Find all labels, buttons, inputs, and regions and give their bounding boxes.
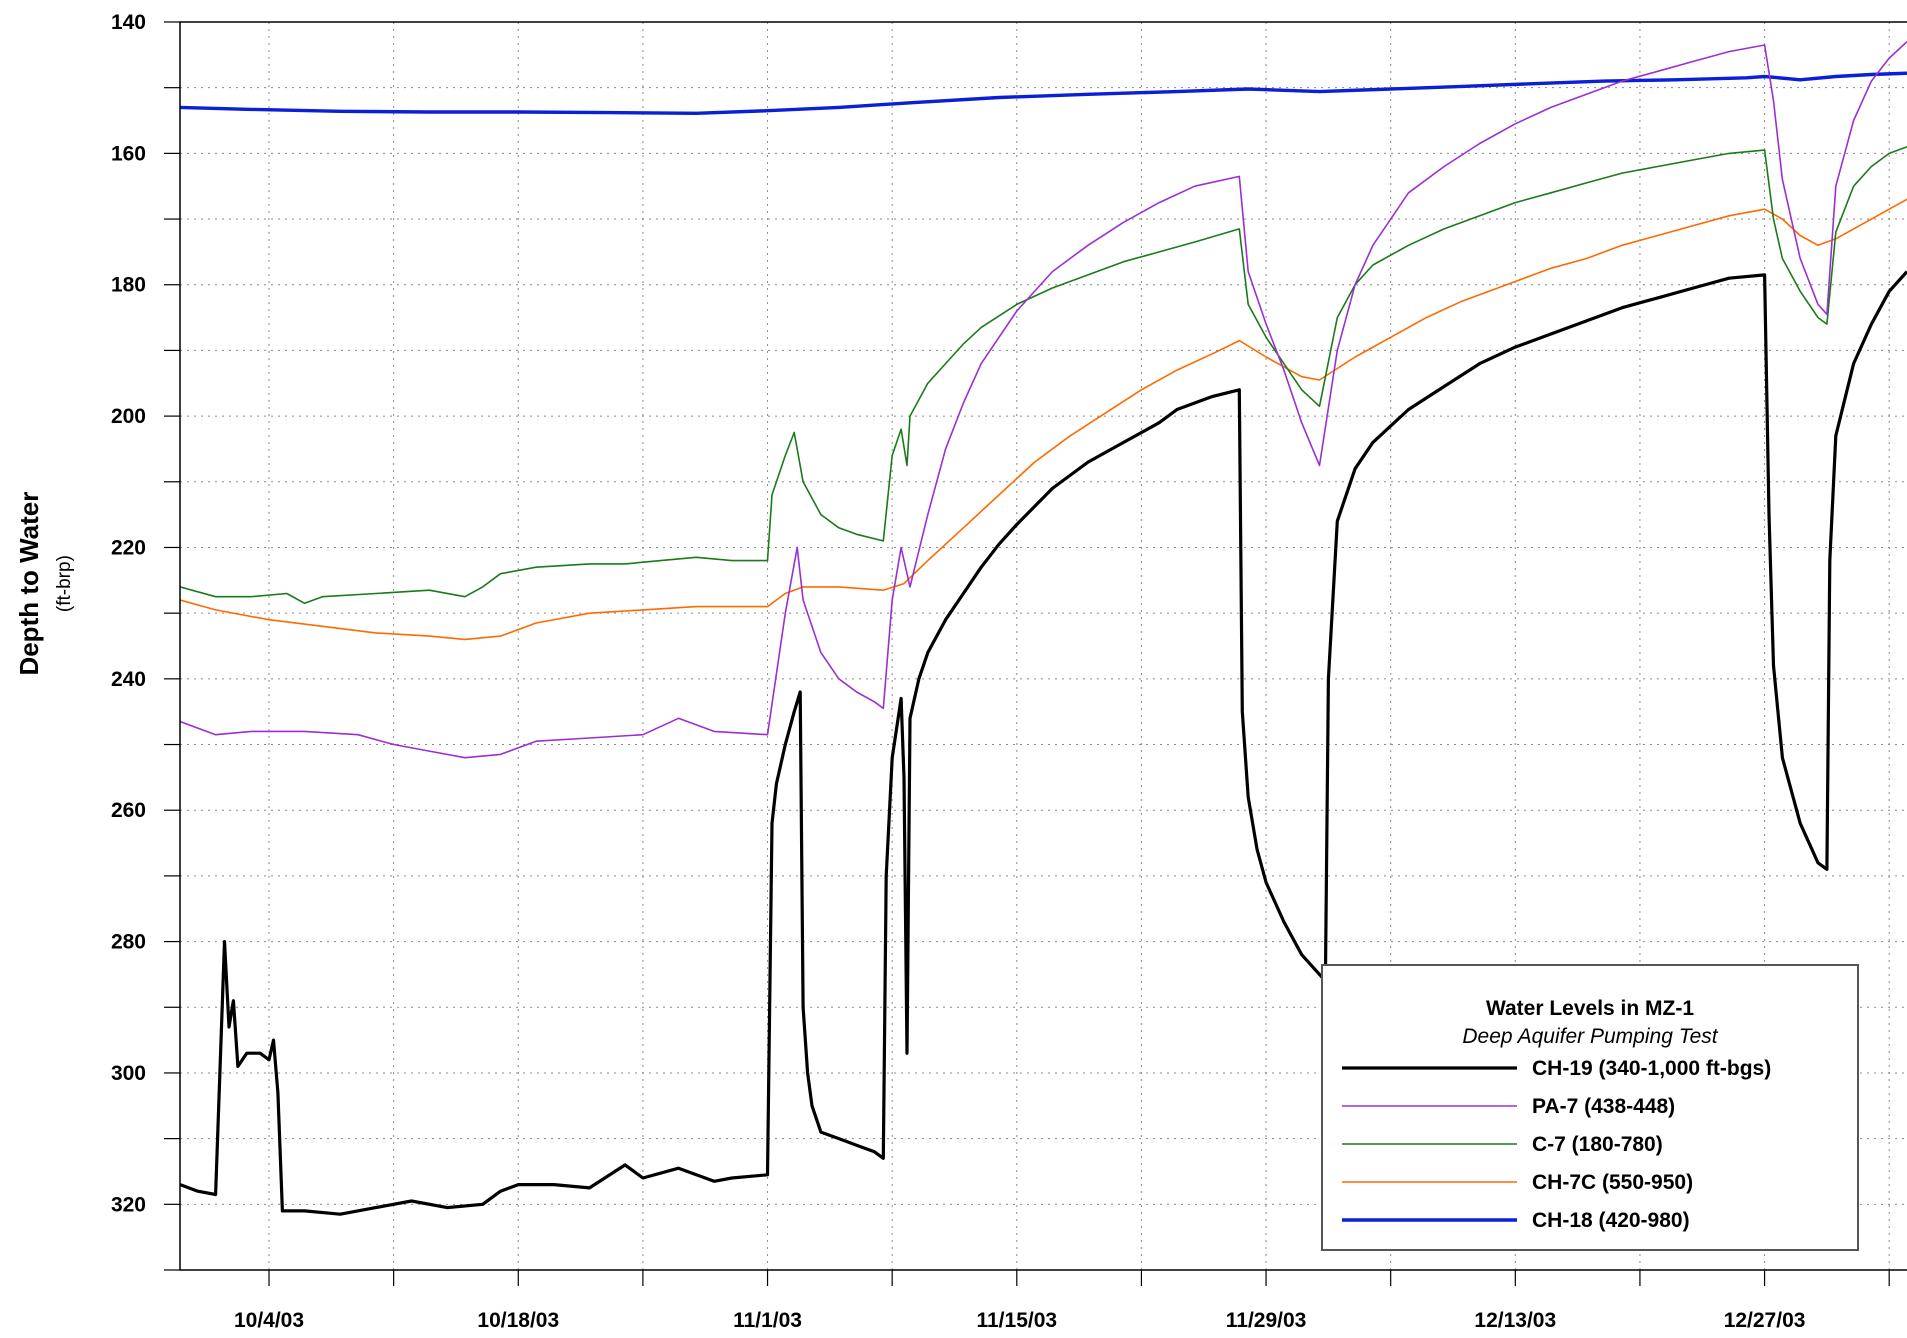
y-tick-label: 140 [111,11,146,34]
series-line-ch-19 [180,270,1907,1216]
plot-frame [179,21,1907,1271]
legend-label: PA-7 (438-448) [1532,1095,1675,1118]
y-tick-label: 280 [111,931,146,954]
y-tick-label: 300 [111,1062,146,1085]
legend-label: CH-7C (550-950) [1532,1171,1693,1194]
x-axis: 10/4/03 10/18/03 11/1/03 11/15/03 11/29/03 12… [234,1270,1890,1332]
legend-label: CH-18 (420-980) [1532,1209,1690,1232]
y-tick-label: 240 [111,668,146,691]
x-tick-label: 11/29/03 [1226,1309,1307,1332]
series-line-ch-18 [180,71,1907,115]
x-tick-label: 11/15/03 [976,1309,1057,1332]
x-tick-label: 10/18/03 [477,1309,559,1332]
x-tick-label: 12/13/03 [1474,1309,1556,1332]
y-tick-label: 200 [111,405,146,428]
y-axis-label: Depth to Water [14,492,44,676]
grid [180,22,1907,1270]
legend-subtitle: Deep Aquifer Pumping Test [1462,1025,1718,1048]
legend-label: C-7 (180-780) [1532,1133,1663,1156]
series-lines [180,41,1907,1216]
y-tick-label: 220 [111,536,146,559]
series-line-c-7 [180,146,1907,605]
series-line-ch-7c [180,198,1907,641]
y-axis-unit-label: (ft-brp) [54,555,75,612]
legend: Water Levels in MZ-1 Deep Aquifer Pumpin… [1321,964,1859,1251]
y-tick-label: 260 [111,799,146,822]
legend-label: CH-19 (340-1,000 ft-bgs) [1532,1057,1771,1080]
x-tick-label: 11/1/03 [733,1309,802,1332]
x-tick-label: 10/4/03 [234,1309,304,1332]
x-tick-label: 12/27/03 [1724,1309,1806,1332]
y-axis: 140 160 180 200 220 240 260 280 300 320 [111,11,180,1271]
y-tick-label: 160 [111,142,146,165]
legend-entries: CH-19 (340-1,000 ft-bgs) PA-7 (438-448) C-… [1342,1057,1771,1232]
y-tick-label: 320 [111,1193,146,1216]
y-tick-label: 180 [111,274,146,297]
legend-box [1321,964,1859,1251]
series-line-pa-7 [180,41,1907,759]
legend-title: Water Levels in MZ-1 [1486,997,1694,1020]
